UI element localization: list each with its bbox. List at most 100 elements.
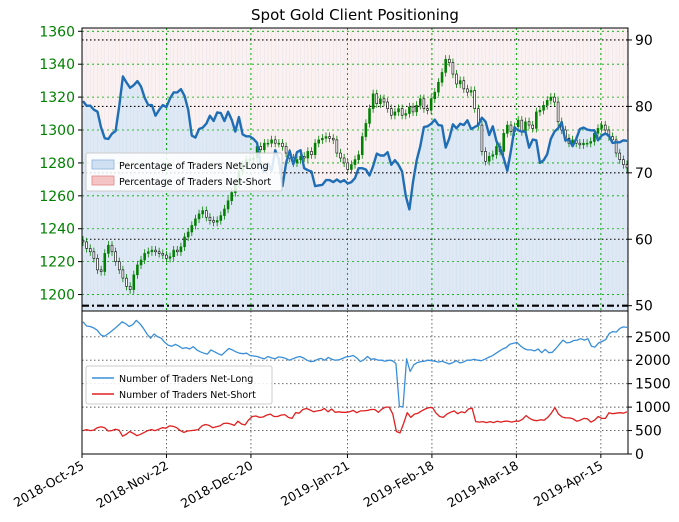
candle-body [114,251,117,262]
candle-body [397,108,400,113]
candle-body [270,139,273,144]
candle-body [393,111,397,116]
count-tick-label: 500 [635,424,662,440]
candle-body [556,101,560,123]
candle-body [197,213,201,220]
count-tick-label: 1000 [635,400,671,416]
candle-body [437,81,440,93]
candle-body [545,100,549,106]
positioning-background [82,28,628,311]
traders-count-plot [82,319,628,437]
date-tick-label: 2018-Oct-25 [11,458,87,510]
candle-body [310,151,313,155]
candle-body [313,142,317,155]
candle-body [600,124,603,129]
candle-body [466,88,469,93]
candle-body [509,124,513,132]
candle-body [400,108,404,116]
traders-gridlines [82,311,628,454]
candle-body [364,123,368,137]
candle-body [589,141,593,144]
candle-body [404,113,408,116]
legend-label: Percentage of Traders Net-Short [119,177,271,188]
candle-body [147,251,150,254]
candle-body [157,251,161,254]
candle-body [527,121,531,126]
net-long-percentage-line [82,75,628,211]
candle-body [603,124,607,131]
candle-body [491,154,495,157]
candle-body [201,210,204,215]
candle-body [103,253,107,272]
traders-net-short-line [82,406,628,437]
candle-body [92,251,96,259]
candle-body [473,90,476,109]
price-tick-label: 1320 [39,90,75,106]
candle-body [520,119,524,132]
candle-body [208,216,212,221]
candle-body [596,128,600,134]
candle-body [480,124,484,152]
candle-body [284,146,288,154]
candle-body [121,269,125,279]
candle-body [458,80,462,85]
candle-body [107,244,110,254]
candle-body [422,98,426,109]
candle-body [226,200,230,210]
candle-body [582,142,585,146]
candle-body [331,137,335,141]
candle-body [419,98,422,106]
legend-label: Percentage of Traders Net-Long [119,161,269,172]
candle-body [360,136,364,155]
net-long-area [82,76,628,311]
candle-body [411,106,415,113]
price-tick-label: 1240 [39,222,75,238]
candle-body [495,146,498,155]
candle-body [538,109,542,113]
candle-body [154,249,157,253]
candle-body [375,93,379,104]
candle-body [190,225,194,233]
candle-body [96,258,99,271]
chart-title: Spot Gold Client Positioning [251,6,459,24]
positioning-legend-box [85,152,283,192]
candle-body [433,91,437,100]
candle-body [408,106,411,114]
gold-price-candles [82,55,628,294]
traders-legend: Number of Traders Net-Long Number of Trad… [85,365,273,405]
candle-body [382,98,386,103]
candle-body [346,162,350,170]
candle-body [357,154,360,160]
date-tick-label: 2019-Feb-18 [361,458,437,510]
candle-body [585,142,589,145]
candle-body [205,210,208,218]
candle-body [339,152,342,159]
date-tick-label: 2019-Jan-21 [278,458,352,509]
candle-body [484,151,487,162]
candle-body [125,277,128,287]
candle-body [371,93,375,109]
legend-swatch [91,175,115,186]
candle-body [117,261,121,271]
price-tick-label: 1300 [39,123,75,139]
candle-body [317,139,321,144]
candle-body [535,111,538,129]
candle-body [321,137,324,141]
candle-body [85,241,88,249]
candle-body [176,249,179,253]
candle-body [128,286,132,290]
candle-body [506,124,509,134]
legends: Percentage of Traders Net-Long Percentage… [85,152,283,405]
candle-body [455,73,458,85]
price-tick-label: 1280 [39,156,75,172]
candle-body [273,139,277,144]
percent-tick-label: 50 [635,299,653,315]
candle-body [487,156,491,162]
price-tick-label: 1260 [39,189,75,205]
candle-body [542,105,545,111]
traders-legend-box [85,365,273,405]
percent-tick-label: 60 [635,232,653,248]
candle-body [143,253,146,261]
date-tick-label: 2019-Mar-18 [445,458,521,511]
